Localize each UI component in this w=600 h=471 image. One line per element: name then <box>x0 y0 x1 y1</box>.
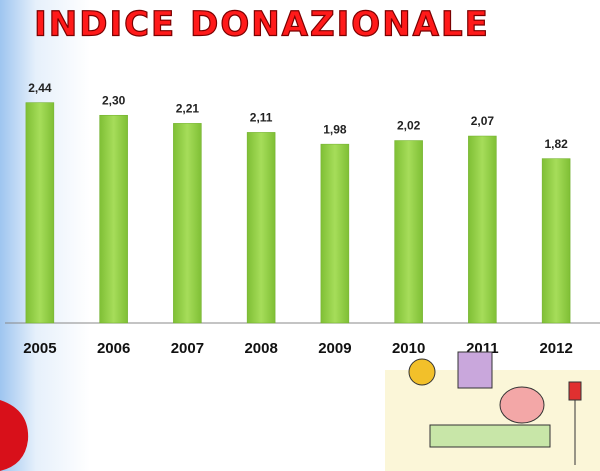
bar <box>468 135 497 324</box>
bar <box>173 123 202 324</box>
x-tick-label: 2006 <box>97 340 130 357</box>
x-tick-label: 2007 <box>171 340 204 357</box>
bar <box>394 140 423 324</box>
bar <box>541 158 571 324</box>
bar <box>246 132 276 324</box>
character <box>499 386 545 424</box>
window <box>457 351 493 389</box>
value-label: 2,30 <box>102 93 126 107</box>
x-tick-label: 2005 <box>23 340 56 357</box>
value-label: 2,44 <box>28 81 52 95</box>
blood-drop <box>0 400 29 471</box>
chart-title: INDICE DONAZIONALE <box>34 5 490 45</box>
bar <box>25 102 55 324</box>
x-tick-label: 2008 <box>244 340 277 357</box>
value-label: 2,07 <box>471 114 495 128</box>
x-tick-label: 2012 <box>539 340 572 357</box>
bed <box>429 424 551 448</box>
value-label: 1,82 <box>544 137 568 151</box>
value-label: 2,21 <box>176 102 200 116</box>
bar <box>99 114 128 324</box>
clock <box>408 358 436 386</box>
bar <box>320 143 350 324</box>
x-tick-label: 2009 <box>318 340 351 357</box>
value-label: 2,02 <box>397 119 421 133</box>
blood-bag <box>568 381 582 401</box>
value-label: 2,11 <box>250 111 273 125</box>
value-label: 1,98 <box>323 122 347 136</box>
x-tick-label: 2010 <box>392 340 425 357</box>
illustration <box>0 351 600 471</box>
